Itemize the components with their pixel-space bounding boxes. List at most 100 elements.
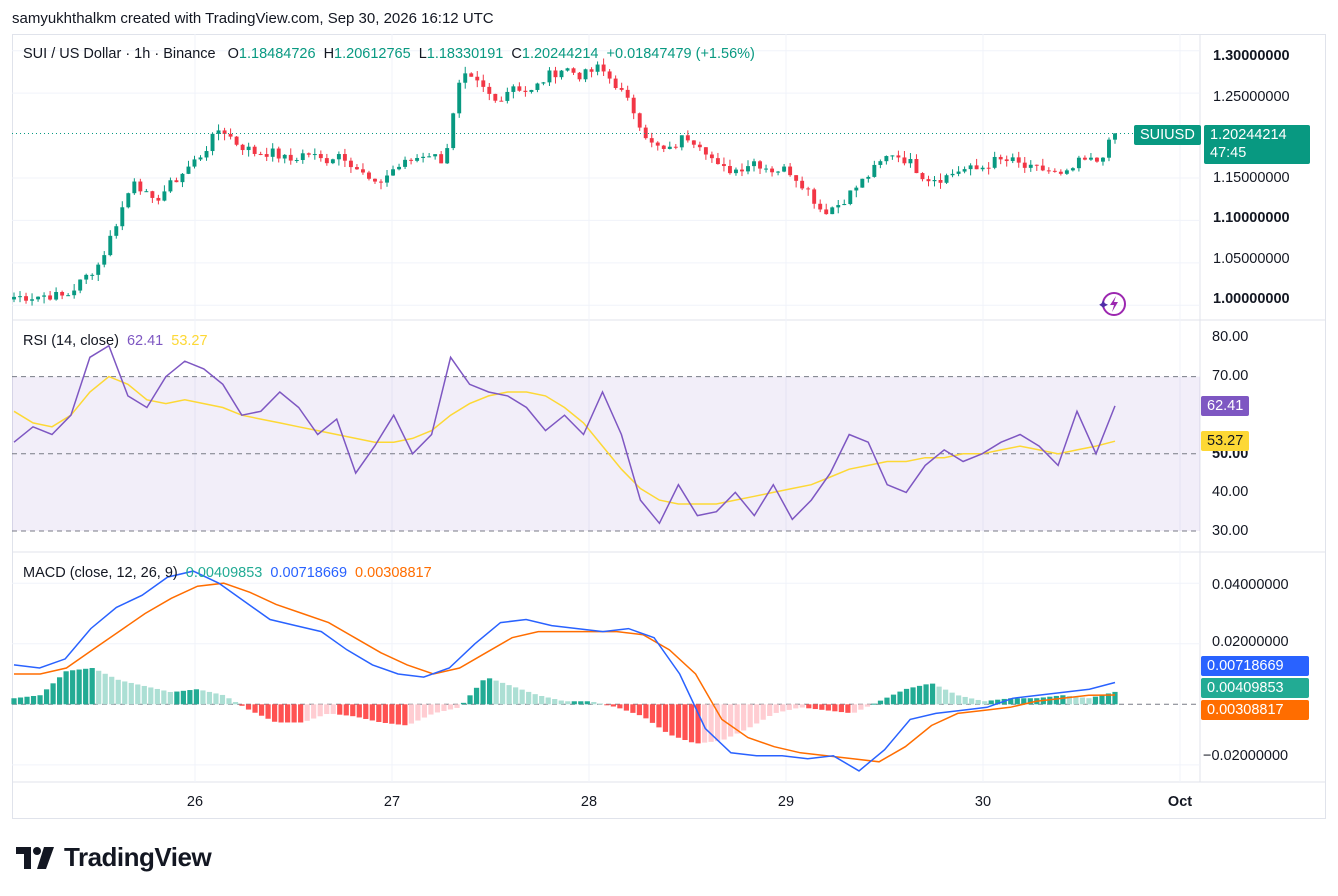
candle-body [324, 158, 329, 164]
tradingview-logo[interactable]: TradingView [16, 842, 212, 873]
price-axis-label: 1.00000000 [1213, 291, 1290, 307]
candle-body [433, 154, 438, 157]
candle-body [818, 203, 823, 210]
candle-body [553, 70, 558, 78]
macd-histogram-bar [969, 698, 975, 705]
time-axis-label: Oct [1167, 794, 1193, 810]
candle-body [926, 179, 931, 182]
macd-histogram-bar [1008, 698, 1014, 705]
macd-histogram-bar [30, 695, 37, 705]
candle-body [806, 188, 811, 190]
candle-body [776, 171, 781, 173]
candle-body [1052, 170, 1057, 172]
macd-histogram-bar [760, 704, 766, 720]
candle-body [998, 156, 1003, 160]
macd-axis-label: 0.04000000 [1212, 577, 1289, 593]
macd-histogram-bar [962, 696, 968, 705]
candle-body [812, 189, 817, 204]
candle-body [565, 68, 570, 71]
candle-body [30, 299, 35, 301]
candle-body [294, 160, 299, 162]
candle-body [625, 89, 630, 98]
candle-body [734, 169, 738, 174]
time-axis-label: 28 [580, 794, 598, 810]
macd-histogram-bar [421, 704, 428, 718]
price-legend: SUI / US Dollar · 1h · Binance O1.184847… [23, 46, 759, 62]
macd-histogram-bar [43, 689, 50, 705]
macd-histogram-bar [584, 701, 590, 705]
high-value: 1.20612765 [334, 46, 411, 62]
candle-body [932, 179, 937, 182]
macd-histogram-bar [454, 704, 460, 708]
macd-histogram-bar [141, 685, 147, 705]
macd-histogram-bar [239, 704, 245, 706]
candle-body [1113, 133, 1117, 140]
candle-body [360, 169, 365, 173]
candle-body [950, 173, 955, 176]
candle-body [78, 279, 83, 291]
macd-signal-line [14, 582, 1116, 763]
candle-body [186, 166, 191, 174]
candle-body [36, 296, 41, 300]
macd-signal-value: 0.00308817 [355, 565, 432, 581]
macd-histogram-bar [910, 687, 916, 705]
rsi-title[interactable]: RSI (14, close) [23, 333, 119, 349]
candle-body [866, 176, 871, 179]
symbol-title[interactable]: SUI / US Dollar · 1h · Binance [23, 46, 216, 62]
macd-histogram-bar [513, 687, 519, 705]
macd-histogram-bar [975, 699, 981, 705]
candle-body [198, 157, 203, 160]
candle-body [12, 296, 16, 300]
macd-histogram-bar [311, 704, 317, 719]
candle-body [679, 135, 684, 148]
candle-body [517, 86, 522, 91]
macd-histogram-bar [1014, 698, 1020, 705]
candle-body [902, 157, 907, 164]
candle-body [848, 190, 853, 205]
macd-histogram-bar [675, 704, 682, 738]
candle-body [132, 181, 137, 194]
macd-histogram-bar [258, 704, 265, 716]
candle-body [385, 175, 389, 183]
candle-body [1046, 170, 1051, 172]
candle-body [842, 204, 847, 206]
macd-histogram-bar [473, 687, 480, 705]
macd-histogram-bar [63, 671, 69, 705]
macd-histogram-bar [76, 669, 82, 705]
candle-body [637, 113, 642, 128]
candle-body [583, 69, 588, 80]
candle-body [1058, 171, 1063, 174]
candle-body [499, 100, 504, 102]
macd-histogram-bar [1073, 696, 1079, 705]
macd-line [13, 570, 1116, 772]
chart-frame[interactable] [12, 34, 1326, 819]
candle-body [752, 161, 756, 167]
candle-body [914, 159, 919, 174]
macd-histogram-bar [434, 704, 441, 713]
candle-body [174, 180, 179, 183]
candle-body [884, 156, 889, 162]
macd-histogram-bar [877, 700, 884, 705]
candle-body [613, 78, 618, 89]
candle-body [397, 166, 402, 170]
macd-histogram-bar [662, 704, 669, 732]
candle-body [1004, 159, 1009, 162]
macd-histogram-bar [890, 694, 897, 705]
time-axis-label: 30 [974, 794, 992, 810]
macd-histogram-bar [1092, 696, 1099, 705]
macd-histogram-bar [701, 704, 708, 743]
candle-body [535, 83, 540, 90]
candle-body [824, 209, 829, 215]
macd-histogram-bar [1086, 698, 1092, 705]
lightning-icon[interactable] [1098, 290, 1128, 320]
macd-histogram-bar [363, 704, 369, 719]
tradingview-logo-icon [16, 846, 54, 869]
candle-body [481, 80, 486, 87]
macd-histogram-bar [695, 704, 701, 744]
macd-legend: MACD (close, 12, 26, 9) 0.00409853 0.007… [23, 565, 436, 581]
macd-histogram-bar [298, 704, 304, 723]
macd-histogram-bar [122, 681, 128, 705]
macd-histogram-bar [500, 682, 506, 705]
macd-title[interactable]: MACD (close, 12, 26, 9) [23, 565, 178, 581]
